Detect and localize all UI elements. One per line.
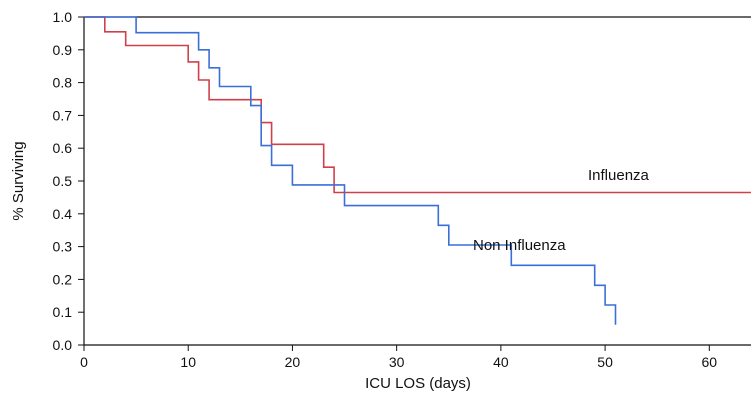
y-axis-title: % Surviving bbox=[10, 141, 27, 220]
y-tick-label: 0.5 bbox=[53, 173, 73, 189]
y-tick-label: 0.8 bbox=[53, 75, 73, 91]
y-tick-label: 0.7 bbox=[53, 107, 73, 123]
y-tick-label: 0.2 bbox=[53, 271, 73, 287]
y-ticks: 0.0 0.1 0.2 0.3 0.4 0.5 0.6 0.7 0.8 0.9 1.0 bbox=[53, 9, 84, 353]
x-tick-label: 30 bbox=[389, 354, 405, 370]
y-tick-label: 0.1 bbox=[53, 304, 73, 320]
x-axis-title: ICU LOS (days) bbox=[365, 375, 471, 392]
x-tick-label: 20 bbox=[285, 354, 301, 370]
y-tick-label: 0.9 bbox=[53, 42, 73, 58]
y-tick-label: 0.4 bbox=[53, 206, 73, 222]
series-label-influenza: Influenza bbox=[588, 167, 650, 184]
y-tick-label: 1.0 bbox=[53, 9, 73, 25]
x-ticks: 0 10 20 30 40 50 60 bbox=[80, 345, 717, 370]
x-tick-label: 60 bbox=[702, 354, 718, 370]
y-tick-label: 0.3 bbox=[53, 239, 73, 255]
x-tick-label: 0 bbox=[80, 354, 88, 370]
x-tick-label: 40 bbox=[493, 354, 509, 370]
y-tick-label: 0.0 bbox=[53, 337, 73, 353]
series-line-influenza bbox=[84, 16, 751, 194]
series-label-non-influenza: Non Influenza bbox=[473, 237, 566, 254]
x-tick-label: 10 bbox=[180, 354, 196, 370]
series-layer bbox=[84, 16, 751, 325]
series-line-non-influenza bbox=[84, 16, 617, 325]
x-tick-label: 50 bbox=[597, 354, 613, 370]
axes bbox=[83, 16, 751, 346]
y-tick-label: 0.6 bbox=[53, 140, 73, 156]
